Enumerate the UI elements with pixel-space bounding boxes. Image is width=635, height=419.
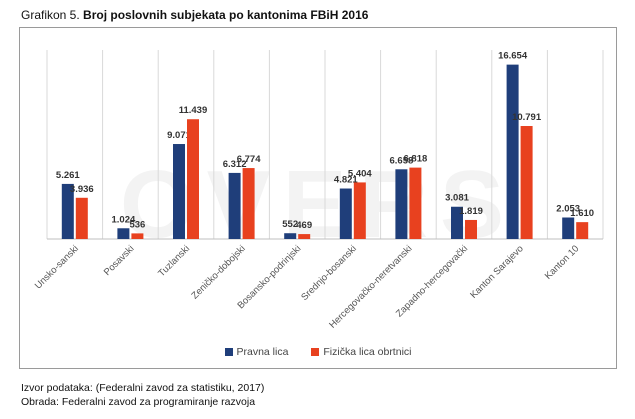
chart-frame: OVERS 5.261 3.936 Unsko-sanski 1.024 536 Posa…	[19, 27, 617, 369]
data-label: 9.071	[167, 130, 191, 141]
bar-fizicka-lica	[242, 168, 255, 239]
data-label: 16.654	[498, 51, 528, 62]
processing-note: Obrada: Federalni zavod za programiranje…	[21, 396, 256, 408]
bar-pravna-lica	[451, 206, 463, 239]
bar-pravna-lica	[395, 169, 408, 239]
bar-pravna-lica	[117, 228, 130, 239]
data-label: 4.821	[334, 175, 358, 186]
data-label: 6.658	[390, 155, 414, 166]
data-label: 536	[129, 219, 145, 230]
bar-fizicka-lica	[520, 126, 533, 239]
bar-pravna-lica	[506, 64, 519, 239]
bar-fizicka-lica	[353, 182, 366, 239]
data-label: 3.081	[445, 193, 469, 204]
bar-fizicka-lica	[409, 167, 422, 239]
data-label: 6.818	[404, 154, 428, 165]
data-label: 1.819	[459, 206, 483, 217]
data-label: 469	[296, 220, 312, 231]
data-label: 6.312	[223, 159, 247, 170]
bar-pravna-lica	[173, 144, 185, 239]
x-tick-label: Kanton Sarajevo	[468, 243, 525, 300]
legend-item-pravna-lica: Pravna lica	[224, 346, 289, 358]
bar-pravna-lica	[61, 183, 74, 239]
x-tick-label: Kanton 10	[543, 243, 581, 281]
bar-fizicka-lica	[75, 197, 88, 239]
bar-fizicka-lica	[465, 219, 477, 239]
data-label: 552	[282, 219, 298, 230]
bar-fizicka-lica	[187, 119, 199, 239]
data-label: 3.936	[70, 184, 94, 195]
legend-swatch-pravna-lica	[224, 347, 233, 356]
legend: Pravna lica Fizička lica obrtnici	[20, 346, 616, 358]
data-label: 1.024	[112, 214, 136, 225]
legend-label-pravna-lica: Pravna lica	[236, 346, 289, 358]
title-main: Broj poslovnih subjekata po kantonima FB…	[83, 8, 369, 22]
data-label: 5.261	[56, 170, 80, 181]
data-label: 6.774	[237, 154, 261, 165]
x-tick-label: Bosansko-podrinjski	[235, 243, 303, 311]
data-label: 10.791	[512, 112, 542, 123]
bar-pravna-lica	[284, 233, 297, 239]
bar-fizicka-lica	[131, 233, 144, 239]
bar-pravna-lica	[228, 172, 241, 239]
legend-item-fizicka-lica: Fizička lica obrtnici	[311, 346, 411, 358]
x-tick-label: Unsko-sanski	[33, 243, 81, 291]
x-tick-label: Tuzlanski	[156, 243, 192, 279]
data-label: 2.053	[556, 204, 580, 215]
legend-swatch-fizicka-lica	[311, 347, 320, 356]
data-label: 11.439	[179, 105, 208, 116]
bar-pravna-lica	[339, 188, 352, 239]
x-tick-label: Posavski	[102, 243, 137, 278]
chart-title: Grafikon 5. Broj poslovnih subjekata po …	[21, 8, 368, 22]
source-note: Izvor podataka: (Federalni zavod za stat…	[21, 382, 265, 394]
title-prefix: Grafikon 5.	[21, 8, 84, 22]
bar-fizicka-lica	[298, 234, 311, 239]
bar-fizicka-lica	[576, 222, 589, 239]
data-label: 1.610	[570, 208, 594, 219]
x-tick-label: Srednjo-bosanski	[299, 243, 359, 303]
data-label: 5.404	[348, 168, 372, 179]
legend-label-fizicka-lica: Fizička lica obrtnici	[323, 346, 412, 358]
bar-pravna-lica	[562, 217, 575, 239]
x-tick-label: Zeničko-dobojski	[190, 243, 248, 301]
